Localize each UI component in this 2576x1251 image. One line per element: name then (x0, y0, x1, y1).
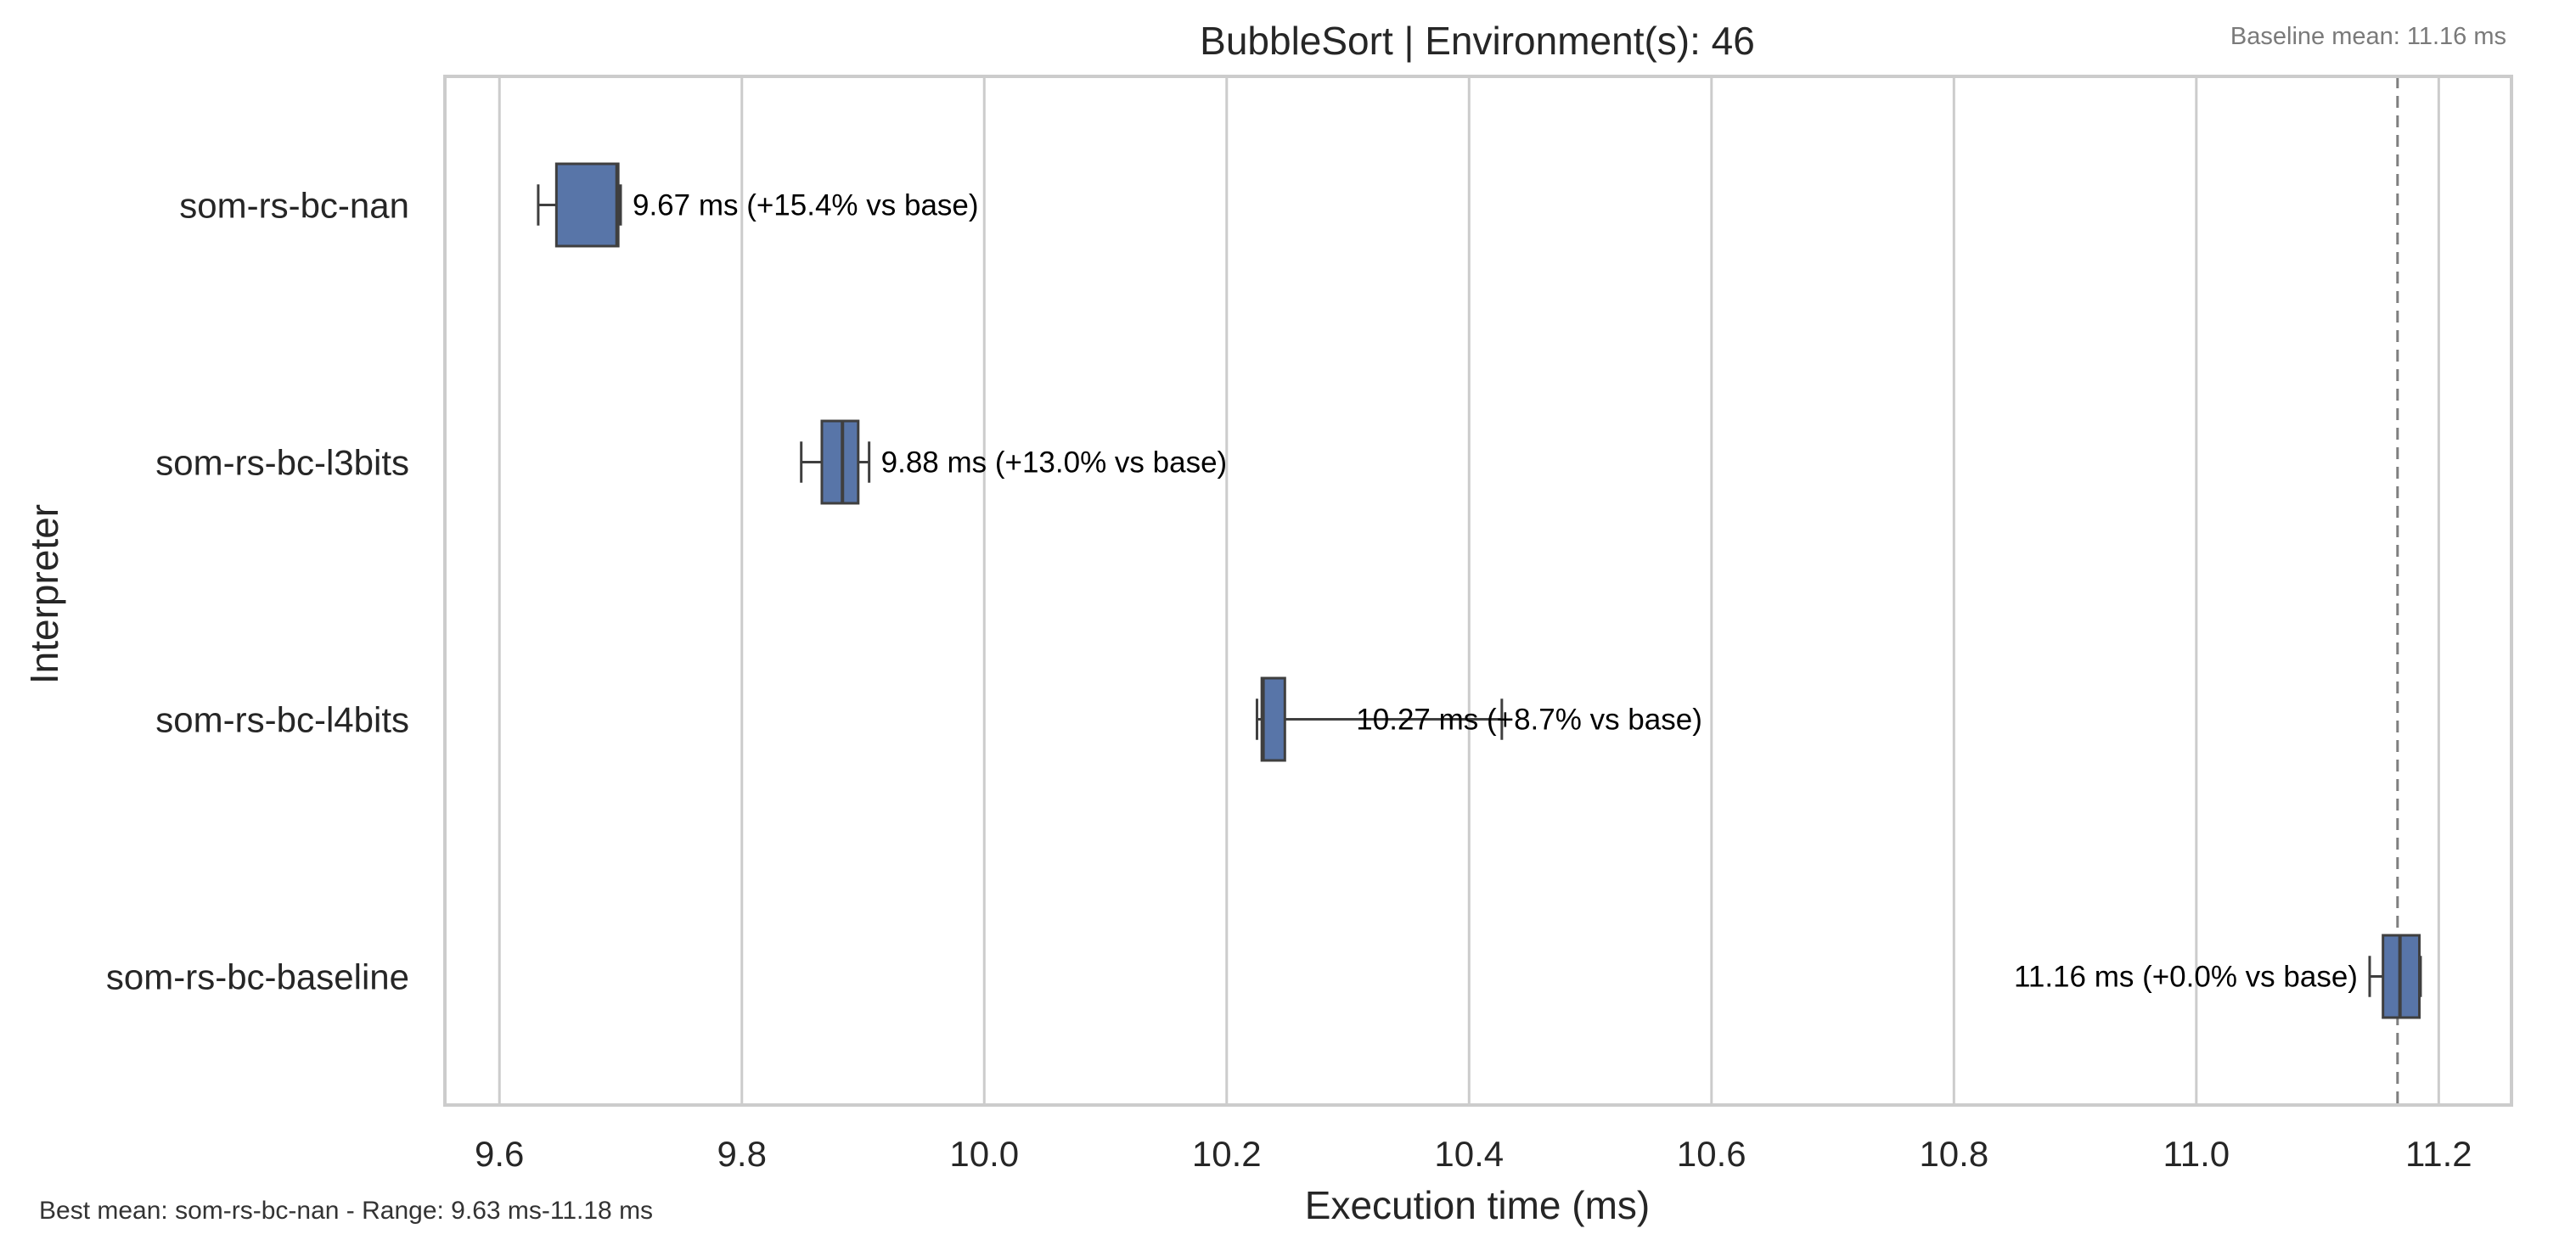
box-group (800, 419, 871, 505)
category-label: som-rs-bc-baseline (106, 957, 409, 997)
x-tick-labels: 9.6 9.8 10.0 10.2 10.4 10.6 10.8 11.0 11.2 (475, 1134, 2472, 1174)
data-label: 9.88 ms (+13.0% vs base) (881, 446, 1228, 480)
x-tick-label: 10.6 (1677, 1134, 1746, 1174)
x-tick-label: 11.2 (2405, 1134, 2472, 1174)
x-axis-label: Execution time (ms) (1305, 1183, 1650, 1227)
x-tick-label: 10.4 (1434, 1134, 1504, 1174)
box-group (2368, 934, 2422, 1019)
category-label: som-rs-bc-nan (179, 186, 409, 226)
chart-title: BubbleSort | Environment(s): 46 (1200, 19, 1755, 63)
data-label: 9.67 ms (+15.4% vs base) (633, 189, 979, 222)
x-tick-label: 10.8 (1919, 1134, 1988, 1174)
box (820, 419, 860, 505)
footer-note: Best mean: som-rs-bc-nan - Range: 9.63 m… (39, 1197, 653, 1225)
category-label: som-rs-bc-l3bits (155, 443, 409, 483)
x-tick-label: 10.0 (949, 1134, 1019, 1174)
category-label: som-rs-bc-l4bits (155, 700, 409, 740)
plot-frame (443, 75, 2513, 1107)
x-tick-label: 9.8 (717, 1134, 767, 1174)
box-group (1255, 676, 1504, 762)
annotations: 9.67 ms (+15.4% vs base) 9.88 ms (+13.0% … (633, 189, 2358, 994)
y-axis-label: Interpreter (22, 504, 66, 684)
data-label: 11.16 ms (+0.0% vs base) (2014, 961, 2358, 994)
baseline-note: Baseline mean: 11.16 ms (2230, 23, 2506, 50)
box (1260, 676, 1286, 762)
category-labels: som-rs-bc-nan som-rs-bc-l3bits som-rs-bc-l… (106, 186, 409, 997)
x-tick-label: 11.0 (2163, 1134, 2230, 1174)
boxes (537, 162, 2422, 1019)
box (554, 162, 620, 248)
data-label: 10.27 ms (+8.7% vs base) (1356, 704, 1702, 737)
box-group (537, 162, 622, 248)
grid (498, 76, 2440, 1105)
x-tick-label: 9.6 (475, 1134, 524, 1174)
x-tick-label: 10.2 (1192, 1134, 1262, 1174)
